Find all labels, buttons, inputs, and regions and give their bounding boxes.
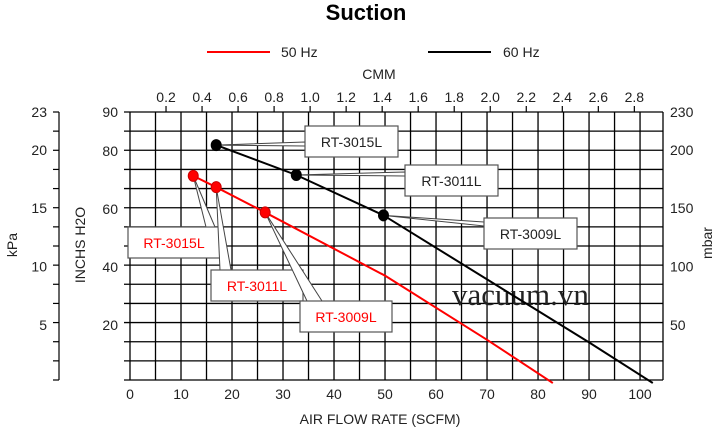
cmm-tick-label: 0.8 xyxy=(264,89,284,105)
legend: 50 Hz 60 Hz xyxy=(207,44,540,60)
cmm-tick-label: 2.6 xyxy=(589,89,609,105)
y-tick-label: 20 xyxy=(102,317,118,333)
callout-pointer xyxy=(216,141,306,147)
callout-box xyxy=(483,217,578,250)
kpa-axis-title: kPa xyxy=(4,233,20,257)
data-point xyxy=(377,209,389,222)
kpa-tick-label: 10 xyxy=(31,259,47,275)
x-tick-label: 50 xyxy=(377,386,393,402)
mbar-tick-label: 50 xyxy=(670,317,686,333)
cmm-tick-label: 2.2 xyxy=(517,89,537,105)
data-point xyxy=(210,181,222,194)
cmm-tick-label: 1.8 xyxy=(444,89,464,105)
callout-label: RT-3009L xyxy=(315,309,376,325)
legend-label-50hz: 50 Hz xyxy=(281,44,318,60)
data-point xyxy=(210,139,222,152)
callout-label: RT-3011L xyxy=(421,173,481,189)
y-tick-label: 40 xyxy=(102,259,118,275)
legend-label-60hz: 60 Hz xyxy=(503,44,540,60)
x-tick-label: 20 xyxy=(224,386,240,402)
cmm-tick-label: 1.4 xyxy=(372,89,392,105)
data-point xyxy=(259,206,271,219)
callout-box xyxy=(299,300,393,333)
mbar-tick-label: 200 xyxy=(670,142,694,158)
x-tick-label: 70 xyxy=(479,386,495,402)
x-tick-label: 80 xyxy=(530,386,546,402)
x-axis-title: AIR FLOW RATE (SCFM) xyxy=(300,411,461,427)
x-tick-label: 60 xyxy=(428,386,444,402)
kpa-tick-label: 15 xyxy=(31,200,47,216)
x-tick-label: 30 xyxy=(275,386,291,402)
x-tick-label: 10 xyxy=(173,386,189,402)
callout-box xyxy=(127,226,221,259)
cmm-tick-label: 0.4 xyxy=(192,89,212,105)
callout-label: RT-3009L xyxy=(500,226,561,242)
axes: 0 10 20 30 40 50 60 70 80 90 100 0.2 0.4 0.6 0.8 1.0 1.2… xyxy=(31,89,693,402)
cmm-tick-label: 2.8 xyxy=(625,89,645,105)
kpa-tick-label: 20 xyxy=(31,142,47,158)
callouts: RT-3015L RT-3011L RT-3009L RT-3015L RT-3011L… xyxy=(127,125,578,333)
cmm-tick-label: 1.0 xyxy=(300,89,320,105)
cmm-tick-label: 0.2 xyxy=(156,89,176,105)
callout-box xyxy=(304,125,399,158)
x-tick-label: 40 xyxy=(326,386,342,402)
cmm-tick-label: 0.6 xyxy=(228,89,248,105)
mbar-tick-label: 230 xyxy=(670,104,694,120)
cmm-tick-label: 1.2 xyxy=(336,89,356,105)
y-tick-label: 60 xyxy=(102,201,118,217)
mbar-tick-label: 150 xyxy=(670,200,694,216)
y-tick-label: 80 xyxy=(102,143,118,159)
kpa-tick-label: 23 xyxy=(31,104,47,120)
cmm-tick-label: 1.6 xyxy=(408,89,428,105)
callout-pointer xyxy=(296,171,406,177)
data-point xyxy=(187,169,199,182)
mbar-axis-title: mbar xyxy=(699,227,715,259)
callout-label: RT-3015L xyxy=(143,235,204,251)
watermark: vacuum.vn xyxy=(452,277,589,312)
x-tick-label: 0 xyxy=(126,386,134,402)
callout-label: RT-3015L xyxy=(321,134,382,150)
kpa-tick-label: 5 xyxy=(39,317,47,333)
callout-box xyxy=(210,269,304,302)
callout-box xyxy=(404,164,499,197)
x-tick-label: 100 xyxy=(628,386,652,402)
y-axis-title: INCHS H2O xyxy=(72,207,88,283)
cmm-tick-label: 2.0 xyxy=(481,89,501,105)
chart-title: Suction xyxy=(326,0,407,25)
callout-label: RT-3011L xyxy=(227,278,287,294)
mbar-tick-label: 100 xyxy=(670,259,694,275)
cmm-tick-label: 2.4 xyxy=(553,89,573,105)
callout-pointer xyxy=(192,175,216,228)
data-point xyxy=(290,168,302,181)
x-tick-label: 90 xyxy=(581,386,597,402)
y-tick-label: 90 xyxy=(102,104,118,120)
cmm-axis-title: CMM xyxy=(362,66,395,82)
